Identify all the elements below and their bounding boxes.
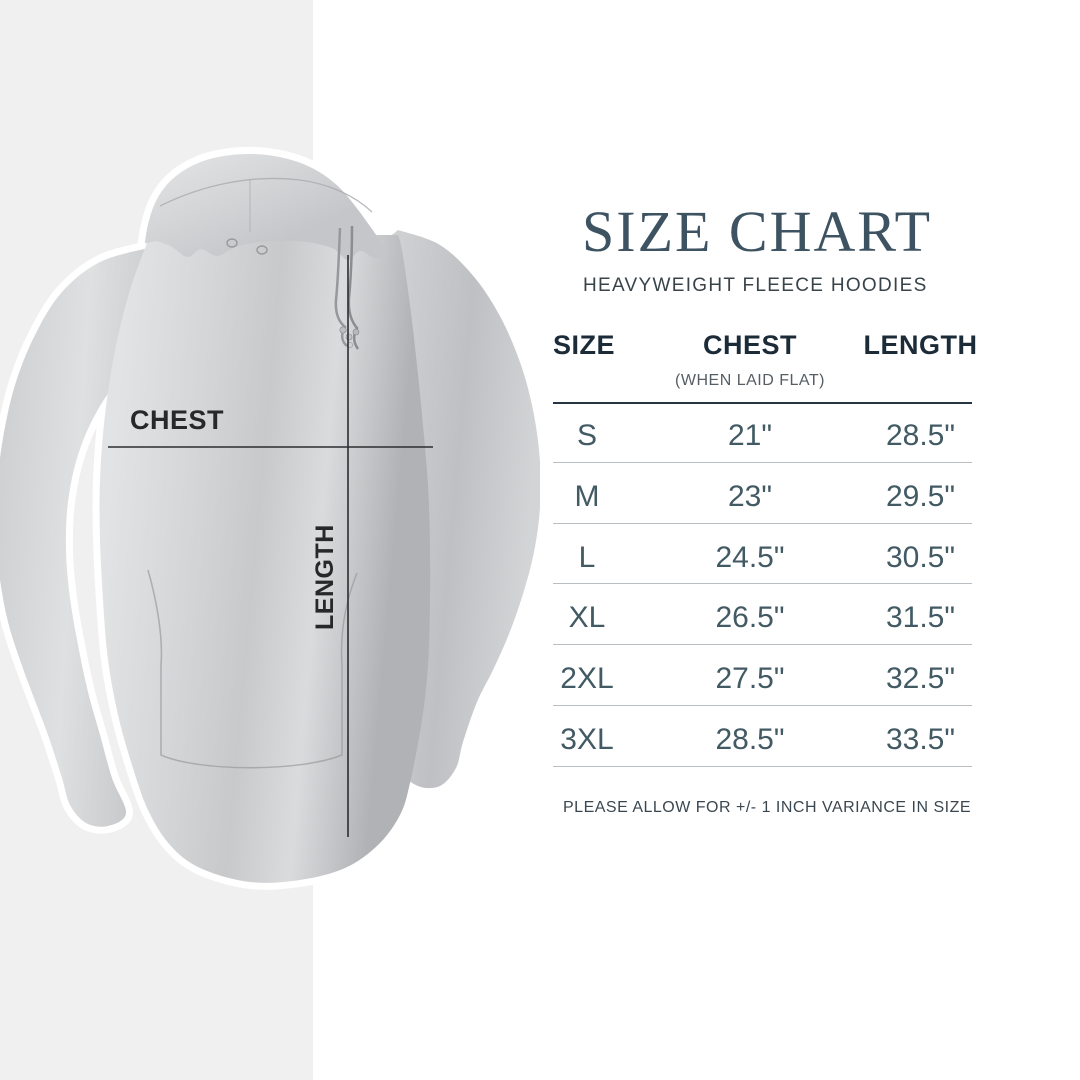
svg-text:CHEST: CHEST	[130, 405, 224, 435]
svg-text:LENGTH: LENGTH	[311, 524, 339, 630]
